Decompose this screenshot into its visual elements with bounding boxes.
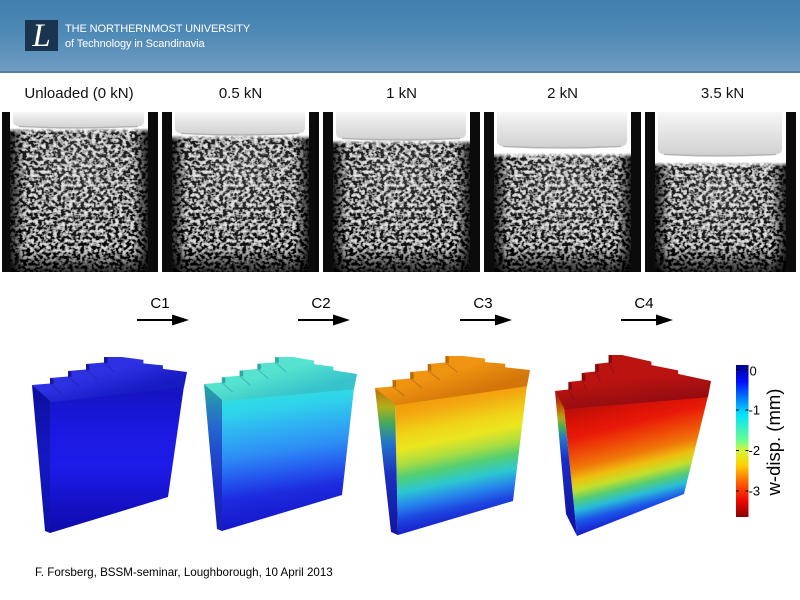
svg-text:0: 0 bbox=[750, 364, 757, 379]
svg-text:-1: -1 bbox=[749, 403, 761, 418]
svg-text:-2: -2 bbox=[749, 443, 761, 458]
svg-text:-3: -3 bbox=[749, 484, 761, 499]
svg-text:w-disp. (mm): w-disp. (mm) bbox=[763, 389, 784, 497]
